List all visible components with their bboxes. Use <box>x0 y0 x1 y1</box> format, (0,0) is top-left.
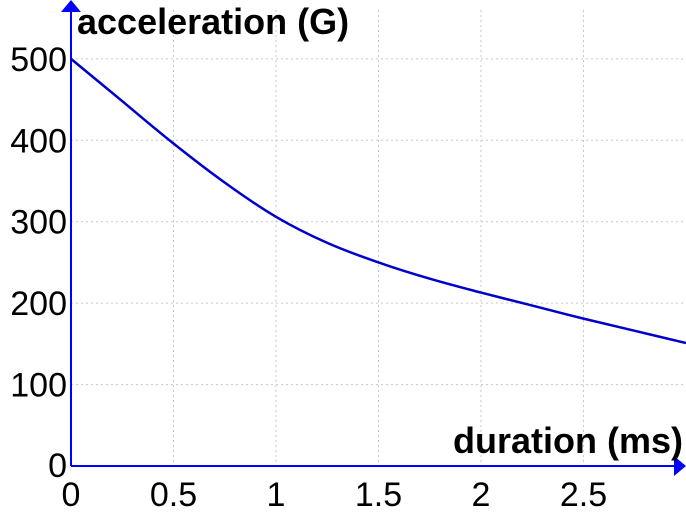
y-axis-title: acceleration (G) <box>77 1 349 42</box>
y-tick-label: 0 <box>48 447 67 485</box>
x-tick-label: 1.5 <box>355 476 402 514</box>
y-axis-arrow-icon <box>61 0 81 12</box>
series-line <box>70 57 686 345</box>
x-tick-label: 0.5 <box>150 476 197 514</box>
y-tick-label: 300 <box>10 204 67 242</box>
tick-labels: 0 0.5 1 1.5 2 2.5 0 100 200 300 400 500 <box>10 41 607 514</box>
x-axis-arrow-icon <box>674 456 686 476</box>
axes <box>61 0 686 476</box>
y-tick-label: 200 <box>10 285 67 323</box>
y-tick-label: 500 <box>10 41 67 79</box>
series <box>70 57 686 345</box>
x-tick-label: 0 <box>62 476 81 514</box>
x-tick-label: 1 <box>267 476 286 514</box>
x-tick-label: 2.5 <box>560 476 607 514</box>
grid <box>71 10 686 466</box>
y-tick-label: 400 <box>10 122 67 160</box>
x-axis-title: duration (ms) <box>453 420 683 461</box>
x-tick-label: 2 <box>472 476 491 514</box>
y-tick-label: 100 <box>10 367 67 405</box>
